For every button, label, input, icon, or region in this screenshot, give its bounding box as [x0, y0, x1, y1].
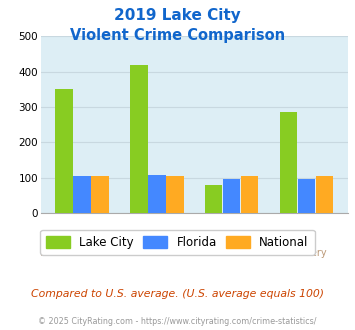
Bar [205, 184, 223, 213]
Text: 2019 Lake City: 2019 Lake City [114, 8, 241, 23]
Bar [73, 177, 91, 213]
Text: Murder & Mans...: Murder & Mans... [115, 248, 199, 257]
Bar [298, 179, 315, 213]
Text: Aggravated Assault: Aggravated Assault [109, 231, 205, 241]
Text: Violent Crime Comparison: Violent Crime Comparison [70, 28, 285, 43]
Legend: Lake City, Florida, National: Lake City, Florida, National [40, 230, 315, 255]
Bar [241, 177, 258, 213]
Bar [55, 89, 73, 213]
Bar [166, 177, 184, 213]
Text: All Violent Crime: All Violent Crime [42, 248, 122, 257]
Bar [130, 65, 148, 213]
Bar [91, 176, 109, 213]
Text: Compared to U.S. average. (U.S. average equals 100): Compared to U.S. average. (U.S. average … [31, 289, 324, 299]
Bar [223, 179, 240, 213]
Bar [316, 177, 333, 213]
Text: © 2025 CityRating.com - https://www.cityrating.com/crime-statistics/: © 2025 CityRating.com - https://www.city… [38, 317, 317, 326]
Bar [280, 112, 297, 213]
Bar [148, 175, 165, 213]
Text: Rape: Rape [219, 231, 244, 241]
Text: Robbery: Robbery [286, 248, 327, 257]
